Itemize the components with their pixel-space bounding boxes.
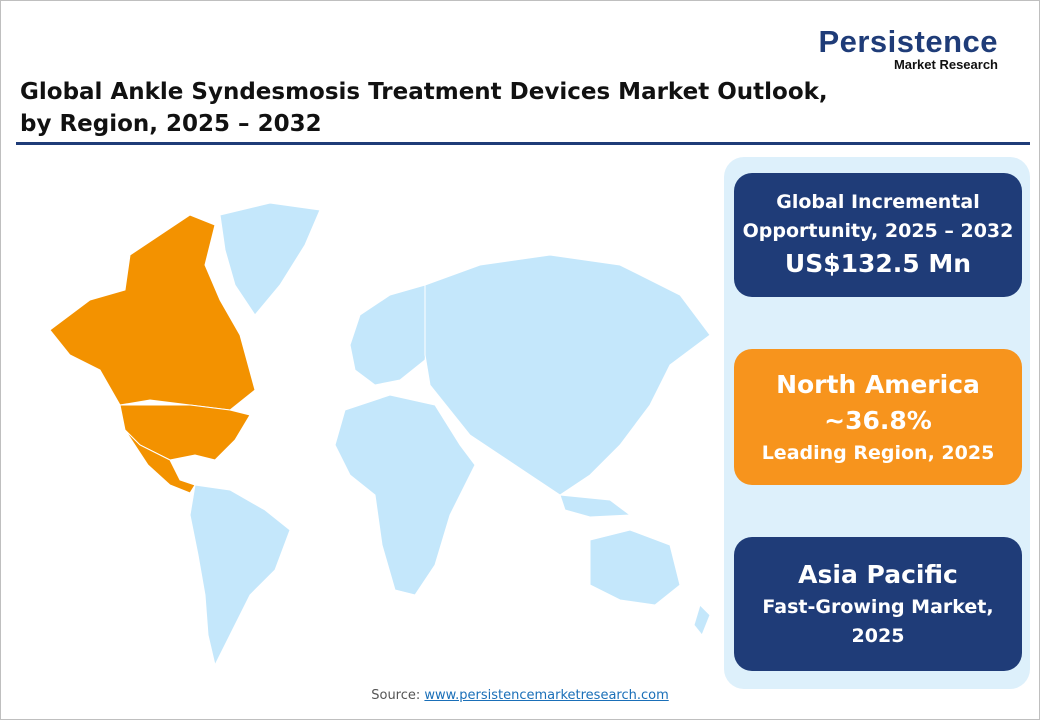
opportunity-value: US$132.5 Mn <box>784 249 972 278</box>
map-asia <box>424 254 711 496</box>
map-south-america <box>189 484 291 667</box>
title-divider <box>16 142 1030 145</box>
source-link[interactable]: www.persistencemarketresearch.com <box>424 688 669 703</box>
title-line1: Global Ankle Syndesmosis Treatment Devic… <box>20 79 828 105</box>
map-indonesia <box>559 494 632 518</box>
leading-region-label: Leading Region, 2025 <box>761 441 995 464</box>
map-north-america-highlight <box>49 214 256 494</box>
persistence-logo: Persistence Market Research <box>796 26 998 72</box>
logo-line2: Market Research <box>893 57 998 72</box>
map-europe <box>349 284 431 386</box>
source-label: Source: <box>371 688 421 703</box>
map-new-zealand <box>693 604 711 636</box>
opportunity-label-2: Opportunity, 2025 – 2032 <box>742 220 1014 242</box>
fastest-growing-card: Asia Pacific Fast-Growing Market, 2025 <box>734 537 1022 671</box>
leading-region-share: ~36.8% <box>824 405 932 435</box>
incremental-opportunity-card: Global Incremental Opportunity, 2025 – 2… <box>734 173 1022 297</box>
leading-region-card: North America ~36.8% Leading Region, 202… <box>734 349 1022 485</box>
map-africa <box>334 394 476 596</box>
source-note: Source: www.persistencemarketresearch.co… <box>0 688 1040 703</box>
map-mexico <box>124 429 196 494</box>
opportunity-label-1: Global Incremental <box>776 191 980 213</box>
world-map <box>49 202 711 667</box>
logo-line1: Persistence <box>818 24 998 59</box>
map-greenland <box>219 202 321 316</box>
fastest-label-1: Fast-Growing Market, <box>762 596 994 618</box>
page-title: Global Ankle Syndesmosis Treatment Devic… <box>20 76 880 140</box>
map-australia <box>589 529 681 606</box>
stats-panel: Global Incremental Opportunity, 2025 – 2… <box>724 157 1030 689</box>
leading-region-name: North America <box>776 369 980 399</box>
map-canada <box>49 214 256 411</box>
fastest-region-name: Asia Pacific <box>798 560 958 589</box>
title-line2: by Region, 2025 – 2032 <box>20 111 322 137</box>
fastest-label-2: 2025 <box>851 625 905 647</box>
